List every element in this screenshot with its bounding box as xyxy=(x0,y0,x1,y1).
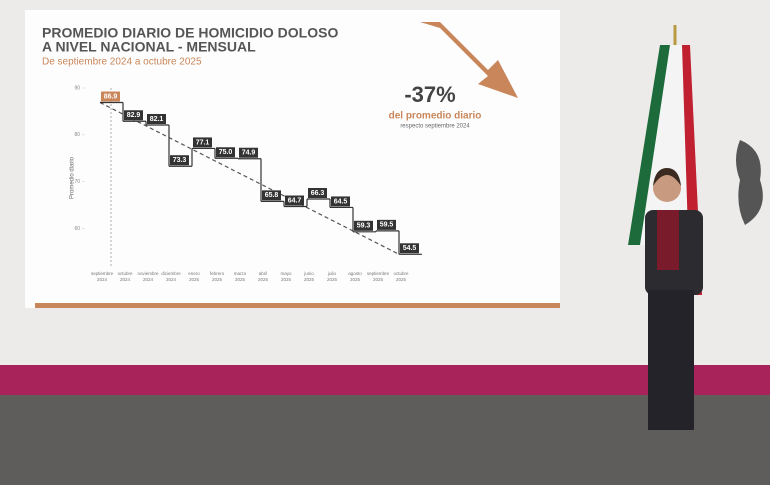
value-label-box xyxy=(124,110,143,121)
value-label-box xyxy=(354,220,373,231)
x-tick-label: julio xyxy=(327,271,337,276)
x-tick-label: octubre xyxy=(117,271,133,276)
plot: 6070809086.9septiembre202482.9octubre202… xyxy=(74,85,422,282)
value-label: 74.9 xyxy=(242,150,256,157)
x-tick-label: 2024 xyxy=(166,277,177,282)
x-tick-label: 2025 xyxy=(373,277,384,282)
chart-title: A NIVEL NACIONAL - MENSUAL xyxy=(42,39,256,55)
value-label-box xyxy=(193,137,212,148)
value-label-box xyxy=(377,219,396,230)
x-tick-label: septiembre xyxy=(367,271,390,276)
person-top xyxy=(657,210,679,270)
value-label: 64.7 xyxy=(288,197,302,204)
value-label: 54.5 xyxy=(403,245,417,252)
x-tick-label: 2025 xyxy=(396,277,407,282)
x-tick-label: marzo xyxy=(234,271,247,276)
value-label-box xyxy=(331,196,350,207)
x-tick-label: 2025 xyxy=(258,277,269,282)
annotation-headline: -37% xyxy=(404,82,455,107)
value-label-box xyxy=(147,114,166,125)
x-tick-label: mayo xyxy=(280,271,292,276)
x-tick-label: 2025 xyxy=(327,277,338,282)
y-tick-label: 90 xyxy=(74,85,80,91)
x-tick-label: 2025 xyxy=(212,277,223,282)
x-tick-label: 2025 xyxy=(350,277,361,282)
value-label: 86.9 xyxy=(104,93,118,100)
x-tick-label: diciembre xyxy=(161,271,181,276)
x-tick-label: octubre xyxy=(393,271,409,276)
value-label-box xyxy=(239,147,258,158)
y-tick-label: 60 xyxy=(74,226,80,232)
value-label: 82.1 xyxy=(150,116,164,123)
floor xyxy=(0,395,770,485)
x-tick-label: 2024 xyxy=(97,277,108,282)
chart-title: PROMEDIO DIARIO DE HOMICIDIO DOLOSO xyxy=(42,25,338,41)
value-label: 77.1 xyxy=(196,139,210,146)
value-label: 65.8 xyxy=(265,192,279,199)
screen-bar xyxy=(35,303,560,308)
value-label: 64.5 xyxy=(334,198,348,205)
x-tick-label: septiembre xyxy=(91,271,114,276)
value-label-box xyxy=(400,243,419,254)
x-tick-label: febrero xyxy=(210,271,225,276)
person-pants xyxy=(648,290,694,430)
value-label-box xyxy=(216,147,235,158)
annotation-text: del promedio diario xyxy=(389,111,482,122)
x-tick-label: 2025 xyxy=(281,277,292,282)
value-label: 59.3 xyxy=(357,223,371,230)
value-label-box xyxy=(262,190,281,201)
person-head xyxy=(653,174,681,202)
x-tick-label: junio xyxy=(303,271,314,276)
y-axis-label: Promedio diario xyxy=(70,156,76,199)
value-label: 66.3 xyxy=(311,190,325,197)
y-tick-label: 70 xyxy=(74,179,80,185)
value-label-box xyxy=(308,188,327,199)
x-tick-label: 2025 xyxy=(304,277,315,282)
chart-subtitle: De septiembre 2024 a octubre 2025 xyxy=(42,57,202,68)
screen xyxy=(25,10,560,308)
x-tick-label: 2025 xyxy=(235,277,246,282)
x-tick-label: 2024 xyxy=(143,277,154,282)
value-label: 59.5 xyxy=(380,222,394,229)
x-tick-label: enero xyxy=(188,271,200,276)
value-label-box xyxy=(285,195,304,206)
flag-green xyxy=(628,45,670,245)
sculpture xyxy=(736,140,763,225)
x-tick-label: noviembre xyxy=(137,271,159,276)
person-hair xyxy=(653,168,681,186)
value-label: 75.0 xyxy=(219,149,233,156)
arrow-graphic xyxy=(420,22,518,98)
x-tick-label: agosto xyxy=(348,271,362,276)
annotation-text: respecto septiembre 2024 xyxy=(400,124,470,130)
x-tick-label: abril xyxy=(259,271,268,276)
x-tick-label: 2025 xyxy=(189,277,200,282)
value-label: 82.9 xyxy=(127,112,141,119)
y-tick-label: 80 xyxy=(74,132,80,138)
x-tick-label: 2024 xyxy=(120,277,131,282)
value-label-box xyxy=(170,155,189,166)
wall-stripe xyxy=(0,365,770,395)
value-label: 73.3 xyxy=(173,157,187,164)
value-label-box xyxy=(101,91,120,102)
